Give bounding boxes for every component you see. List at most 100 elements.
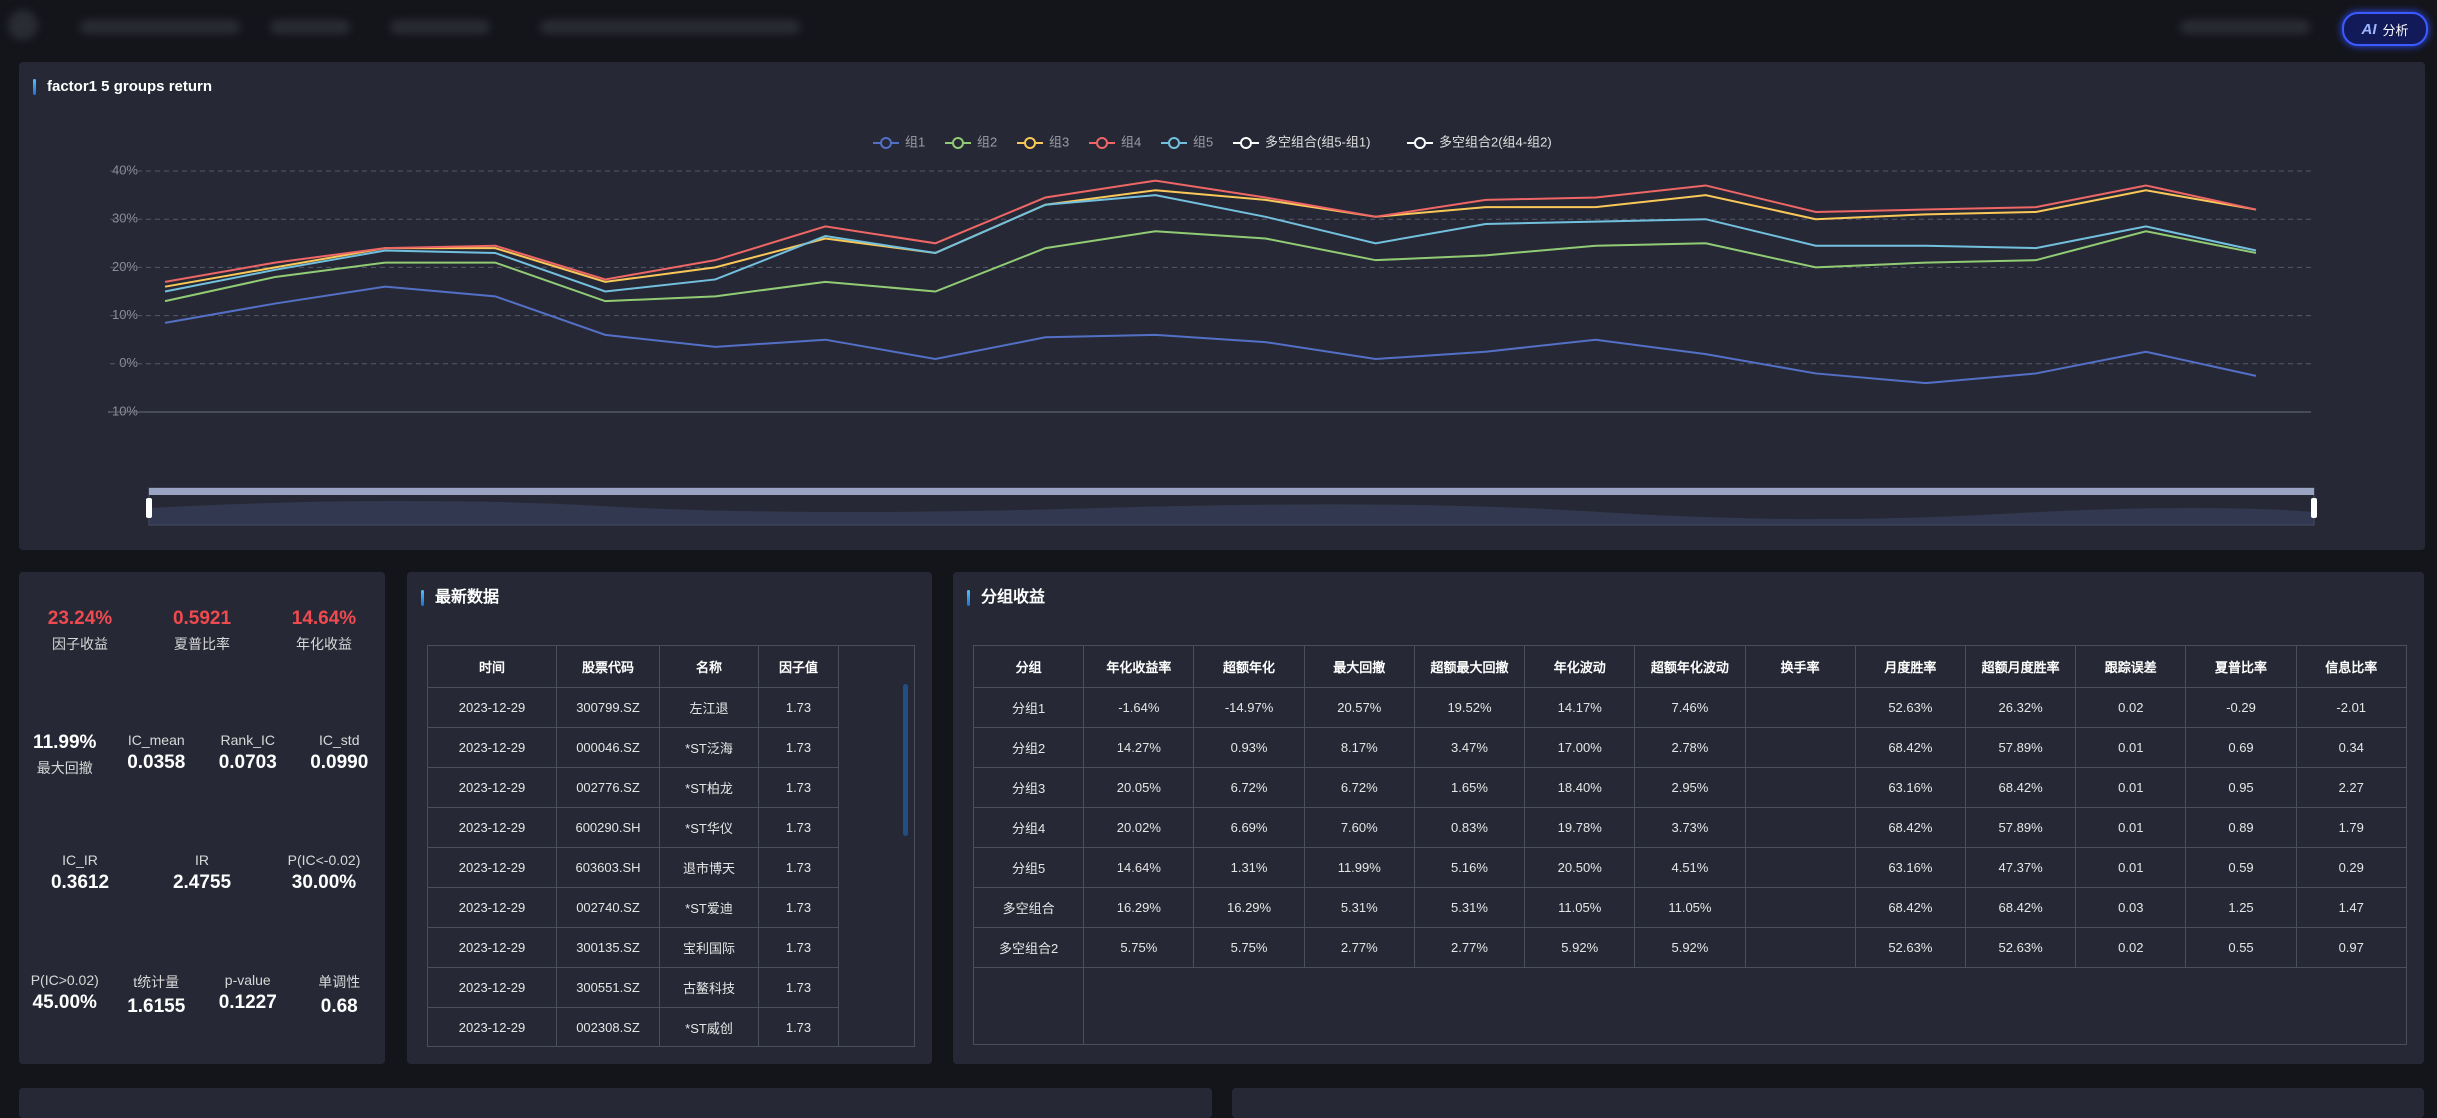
table-row: 多空组合 16.29% 16.29% 5.31% 5.31% 11.05% 11.05% 68… <box>972 887 2407 928</box>
cell: 1.47 <box>2295 887 2407 928</box>
cell: 11.99% <box>1303 847 1415 888</box>
stat-value: 45.00% <box>32 992 97 1013</box>
header-cell: 换手率 <box>1744 645 1856 688</box>
cell: 1.73 <box>758 727 839 768</box>
cell: 0.69 <box>2185 727 2297 768</box>
table-row: 多空组合2 5.75% 5.75% 2.77% 2.77% 5.92% 5.92% 52.63… <box>972 927 2407 968</box>
cell: 2023-12-29 <box>428 727 557 768</box>
cell: 1.73 <box>758 927 839 968</box>
header-cell: 信息比率 <box>2295 645 2407 688</box>
header-cell: 超额最大回撤 <box>1413 645 1526 688</box>
stat: IC_mean 0.0358 <box>116 732 196 778</box>
stat: 单调性 0.68 <box>299 972 379 1018</box>
table-row: 2023-12-29 600290.SH *ST华仪 1.73 <box>428 807 839 848</box>
ai-button[interactable]: AI 分析 <box>2342 12 2428 46</box>
cell: *ST威创 <box>659 1007 759 1046</box>
filler-row <box>972 967 2407 1045</box>
cell: 0.89 <box>2185 807 2297 848</box>
cell: 多空组合 <box>972 887 1085 928</box>
header-cell: 跟踪误差 <box>2075 645 2187 688</box>
cell: 5.75% <box>1083 927 1195 968</box>
cell: 6.72% <box>1193 767 1305 808</box>
cell: 300135.SZ <box>556 927 660 968</box>
zoom-handle[interactable] <box>2311 498 2317 518</box>
legend-item[interactable]: 多空组合(组5-组1) <box>1233 134 1370 149</box>
cell: 26.32% <box>1964 687 2077 728</box>
legend-item[interactable]: 组3 <box>1017 134 1069 149</box>
legend-item[interactable]: 组4 <box>1089 134 1141 149</box>
stat-label: P(IC>0.02) <box>30 972 99 988</box>
cell <box>1744 887 1856 928</box>
series-line <box>164 285 2257 385</box>
scrollbar[interactable] <box>903 684 908 836</box>
cell <box>1744 847 1856 888</box>
cell: 8.17% <box>1303 727 1415 768</box>
stat: IC_IR 0.3612 <box>40 852 120 894</box>
group-table: 分组 年化收益率 超额年化 最大回撤 超额最大回撤 年化波动 超额年化波动 换手率 月度胜率 超额… <box>972 645 2407 1045</box>
legend-item[interactable]: 组2 <box>945 134 997 149</box>
cell: 0.34 <box>2295 727 2407 768</box>
cell: *ST柏龙 <box>659 767 759 808</box>
stat-value: 0.0358 <box>127 752 186 773</box>
cell: 20.50% <box>1524 847 1636 888</box>
cell: 0.29 <box>2295 847 2407 888</box>
blurred-nav <box>80 20 240 34</box>
cell: 002740.SZ <box>556 887 660 928</box>
cell: 18.40% <box>1524 767 1636 808</box>
stat: p-value 0.1227 <box>208 972 288 1018</box>
zoom-shadow <box>149 500 2314 525</box>
table-row: 分组2 14.27% 0.93% 8.17% 3.47% 17.00% 2.78% 68.42… <box>972 727 2407 768</box>
legend-marker <box>1240 137 1252 149</box>
zoom-handle[interactable] <box>146 498 152 518</box>
table-row: 2023-12-29 300551.SZ 古鳌科技 1.73 <box>428 967 839 1008</box>
cell: 2023-12-29 <box>428 767 557 808</box>
cell: 14.27% <box>1083 727 1195 768</box>
y-tick-label: 0% <box>119 355 138 370</box>
header-cell: 最大回撤 <box>1303 645 1415 688</box>
stat-value: 30.00% <box>291 872 357 893</box>
cell: 2023-12-29 <box>428 847 557 888</box>
cell: 6.72% <box>1303 767 1415 808</box>
header-cell: 因子值 <box>758 646 839 688</box>
cell: 0.01 <box>2075 767 2187 808</box>
series-line <box>164 189 2257 288</box>
cell: -14.97% <box>1193 687 1305 728</box>
cell: 2.95% <box>1634 767 1746 808</box>
table-row: 2023-12-29 002776.SZ *ST柏龙 1.73 <box>428 767 839 808</box>
legend-item[interactable]: 组1 <box>873 134 925 149</box>
stats-row: 11.99% 最大回撤 IC_mean 0.0358 Rank_IC 0.0703 IC_s… <box>19 732 385 778</box>
cell: 19.52% <box>1413 687 1526 728</box>
cell: 1.73 <box>758 887 839 928</box>
table-row: 2023-12-29 000046.SZ *ST泛海 1.73 <box>428 727 839 768</box>
header-cell: 股票代码 <box>556 646 660 688</box>
legend-item[interactable]: 多空组合2(组4-组2) <box>1407 134 1552 149</box>
header-cell: 夏普比率 <box>2185 645 2297 688</box>
header-cell: 时间 <box>428 646 557 688</box>
stat-label: IR <box>195 852 209 868</box>
cell: 3.47% <box>1413 727 1526 768</box>
cell: 古鳌科技 <box>659 967 759 1008</box>
cell: 分组1 <box>972 687 1085 728</box>
cell: 2.77% <box>1303 927 1415 968</box>
cell: 2.77% <box>1413 927 1526 968</box>
cell: 17.00% <box>1524 727 1636 768</box>
cell: 0.01 <box>2075 847 2187 888</box>
cell: 0.02 <box>2075 687 2187 728</box>
cell <box>1744 927 1856 968</box>
cell: 11.05% <box>1634 887 1746 928</box>
cell: 14.64% <box>1083 847 1195 888</box>
cell: 63.16% <box>1854 767 1966 808</box>
legend-item[interactable]: 组5 <box>1161 134 1213 149</box>
cell: 68.42% <box>1964 767 2077 808</box>
cell: 5.92% <box>1634 927 1746 968</box>
data-zoom[interactable] <box>146 487 2317 526</box>
header-row: 分组 年化收益率 超额年化 最大回撤 超额最大回撤 年化波动 超额年化波动 换手率 月度胜率 超额… <box>972 645 2407 688</box>
cell: 1.73 <box>758 687 839 728</box>
header-cell: 名称 <box>659 646 759 688</box>
stat-value: 11.99% <box>33 732 97 753</box>
cell: 52.63% <box>1854 927 1966 968</box>
y-tick-label: 20% <box>112 259 138 274</box>
legend-label: 组1 <box>905 134 925 149</box>
cell: 5.16% <box>1413 847 1526 888</box>
